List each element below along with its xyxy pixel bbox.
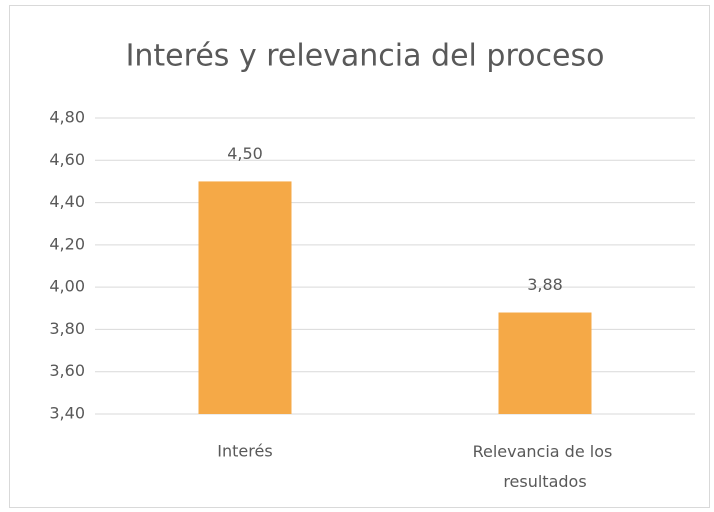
chart-title: Interés y relevancia del proceso (126, 39, 605, 74)
data-label: 4,50 (227, 144, 263, 163)
chart-border (9, 5, 710, 508)
y-tick-label: 4,60 (49, 150, 85, 169)
y-tick-label: 3,40 (49, 404, 85, 423)
bar (498, 312, 592, 414)
data-label: 3,88 (527, 275, 563, 294)
y-tick-label: 4,20 (49, 234, 85, 253)
y-tick-label: 3,60 (49, 361, 85, 380)
x-tick-label: Relevancia de los resultados (473, 442, 618, 491)
y-tick-label: 4,40 (49, 192, 85, 211)
y-tick-label: 3,80 (49, 319, 85, 338)
y-tick-label: 4,80 (49, 108, 85, 127)
bar (198, 181, 292, 414)
x-tick-label: Interés (217, 442, 272, 461)
y-tick-label: 4,00 (49, 277, 85, 296)
